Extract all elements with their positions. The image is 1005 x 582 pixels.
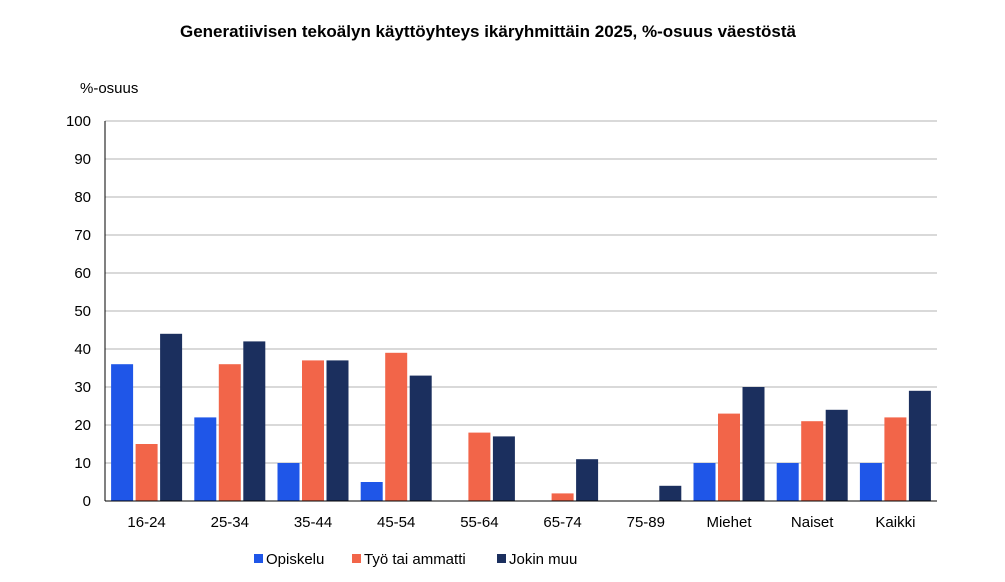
- legend-label: Jokin muu: [509, 551, 577, 568]
- bar: [908, 390, 931, 501]
- y-tick-label: 60: [74, 265, 91, 282]
- legend-label: Työ tai ammatti: [364, 551, 466, 568]
- bar: [302, 360, 324, 501]
- x-tick-label: 75-89: [627, 514, 665, 531]
- legend-label: Opiskelu: [266, 551, 324, 568]
- y-tick-label: 10: [74, 455, 91, 472]
- bar: [194, 417, 217, 501]
- x-tick-label: 16-24: [127, 514, 165, 531]
- bar: [576, 459, 599, 501]
- bar: [825, 409, 848, 501]
- x-tick-label: 55-64: [460, 514, 498, 531]
- bar: [385, 352, 408, 501]
- bar: [693, 463, 716, 501]
- y-tick-label: 40: [74, 341, 91, 358]
- bar: [492, 436, 515, 501]
- y-tick-label: 80: [74, 189, 91, 206]
- x-tick-label: 35-44: [294, 514, 332, 531]
- bar: [360, 482, 383, 501]
- y-tick-label: 0: [83, 493, 91, 510]
- bar: [326, 360, 349, 501]
- bar: [243, 341, 266, 501]
- bar: [277, 463, 300, 501]
- y-tick-label: 100: [66, 113, 91, 130]
- y-tick-labels: 0 10 20 30 40 50 60 70 80 90 100: [66, 113, 91, 510]
- bar: [659, 485, 682, 501]
- chart-title: Generatiivisen tekoälyn käyttöyhteys ikä…: [180, 22, 797, 41]
- bars: [111, 333, 931, 501]
- legend-swatch: [352, 554, 361, 563]
- legend: Opiskelu Työ tai ammatti Jokin muu: [254, 551, 577, 568]
- x-tick-label: Miehet: [706, 514, 752, 531]
- y-tick-label: 90: [74, 151, 91, 168]
- bar: [551, 493, 574, 501]
- bar: [859, 463, 882, 501]
- y-axis-label: %-osuus: [80, 80, 138, 97]
- x-tick-label: Naiset: [791, 514, 834, 531]
- y-tick-label: 20: [74, 417, 91, 434]
- x-tick-label: Kaikki: [875, 514, 915, 531]
- legend-swatch: [497, 554, 506, 563]
- bar: [218, 364, 241, 501]
- y-tick-label: 70: [74, 227, 91, 244]
- bar: [801, 421, 824, 501]
- bar: [776, 463, 799, 501]
- legend-swatch: [254, 554, 263, 563]
- x-tick-label: 25-34: [211, 514, 249, 531]
- bar: [718, 413, 740, 501]
- bar: [135, 444, 158, 501]
- x-tick-labels: 16-24 25-34 35-44 45-54 55-64 65-74 75-89 Miehe…: [127, 514, 915, 531]
- bar: [742, 387, 765, 501]
- bar: [409, 375, 432, 501]
- x-tick-label: 65-74: [543, 514, 581, 531]
- bar: [160, 333, 183, 501]
- bar: [468, 432, 491, 501]
- bar: [111, 364, 134, 501]
- y-tick-label: 30: [74, 379, 91, 396]
- y-tick-label: 50: [74, 303, 91, 320]
- x-tick-label: 45-54: [377, 514, 415, 531]
- bar: [884, 417, 907, 501]
